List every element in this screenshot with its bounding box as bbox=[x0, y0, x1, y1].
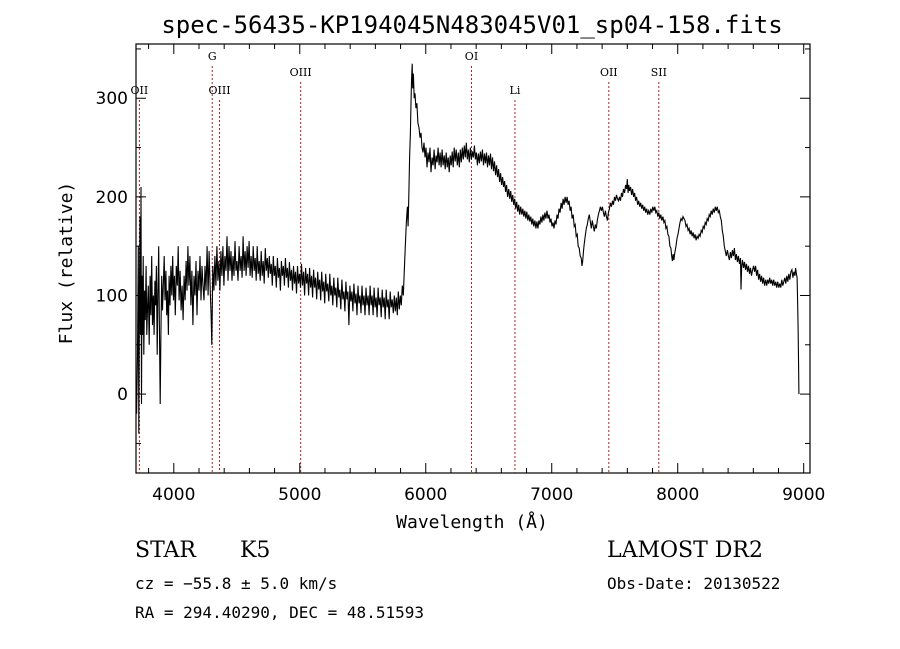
y-tick-label: 100 bbox=[96, 286, 128, 306]
coordinates-readout: RA = 294.40290, DEC = 48.51593 bbox=[135, 603, 424, 622]
spectral-line-label: OII bbox=[600, 66, 618, 79]
spectral-line-label: OI bbox=[465, 50, 478, 63]
x-tick-label: 7000 bbox=[530, 485, 573, 505]
object-type: STAR bbox=[135, 538, 196, 563]
spectral-line-label: OIII bbox=[208, 84, 230, 97]
spectral-line-label: OIII bbox=[290, 66, 312, 79]
chart-title: spec-56435-KP194045N483045V01_sp04-158.f… bbox=[161, 11, 782, 39]
x-tick-label: 8000 bbox=[656, 485, 699, 505]
spectral-line-label: Li bbox=[510, 84, 521, 97]
velocity-readout: cz = −55.8 ± 5.0 km/s bbox=[135, 574, 337, 593]
plot-frame bbox=[136, 44, 810, 473]
y-tick-label: 300 bbox=[96, 89, 128, 109]
y-tick-label: 200 bbox=[96, 188, 128, 208]
x-tick-label: 4000 bbox=[152, 485, 195, 505]
spectral-line-label: OII bbox=[131, 84, 149, 97]
object-subclass: K5 bbox=[240, 538, 270, 563]
spectrum-line bbox=[137, 64, 799, 434]
spectral-line-label: SII bbox=[651, 66, 667, 79]
spectral-line-label: G bbox=[208, 50, 217, 63]
x-tick-label: 6000 bbox=[404, 485, 447, 505]
x-tick-label: 9000 bbox=[782, 485, 825, 505]
survey-name: LAMOST DR2 bbox=[607, 538, 763, 563]
observation-date: Obs-Date: 20130522 bbox=[607, 574, 780, 593]
y-tick-label: 0 bbox=[117, 385, 128, 405]
x-axis-label: Wavelength (Å) bbox=[396, 511, 548, 533]
x-tick-label: 5000 bbox=[278, 485, 321, 505]
y-axis-label: Flux (relative) bbox=[56, 182, 77, 345]
